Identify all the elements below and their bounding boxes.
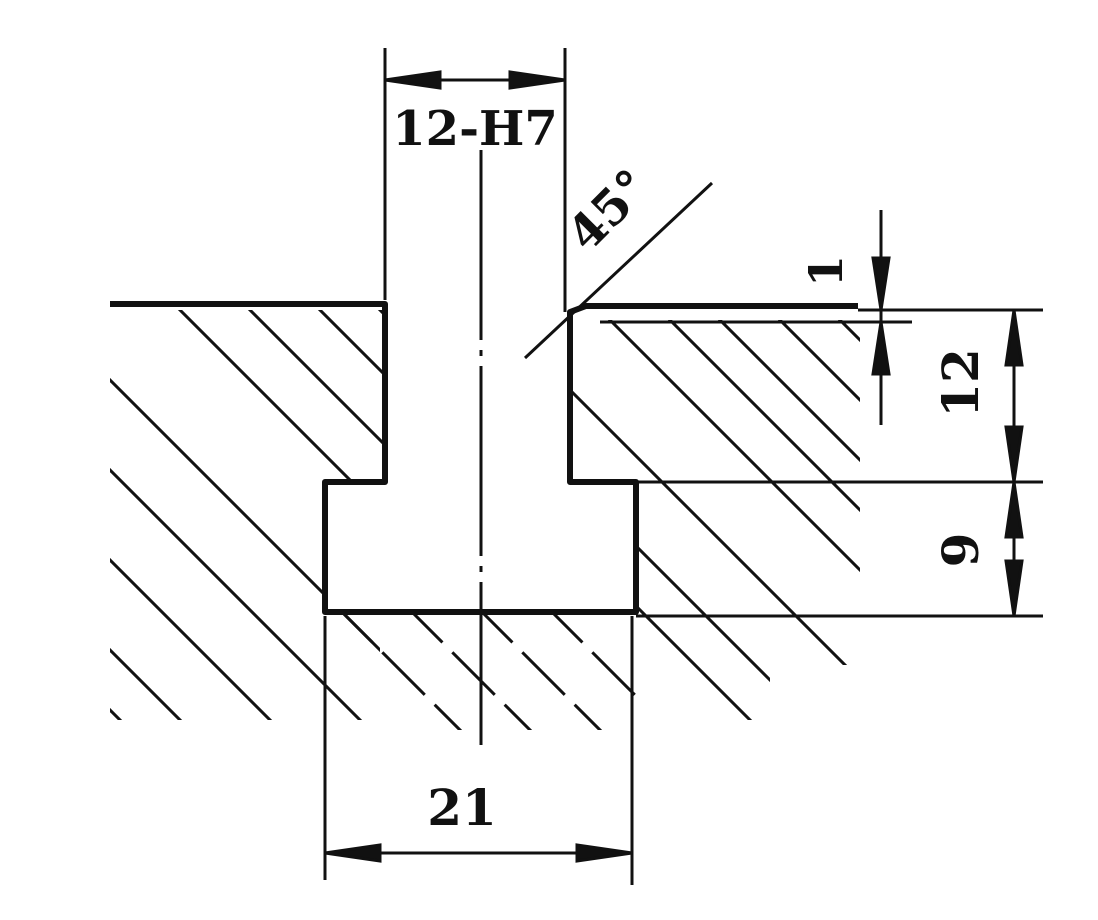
chamfer-leader-line	[523, 181, 714, 360]
extension-lines	[323, 48, 1043, 885]
t-head-height-label: 9	[931, 533, 990, 568]
hatch-bottom	[330, 612, 636, 730]
slot-depth-label: 12	[931, 348, 990, 418]
hatch-left	[110, 310, 385, 720]
slot-width-label: 12-H7	[392, 101, 557, 157]
t-head-width-label: 21	[427, 778, 497, 837]
hatch-right	[570, 320, 860, 720]
chamfer-size-label: 1	[799, 255, 853, 287]
dimension-lines	[324, 70, 1024, 863]
